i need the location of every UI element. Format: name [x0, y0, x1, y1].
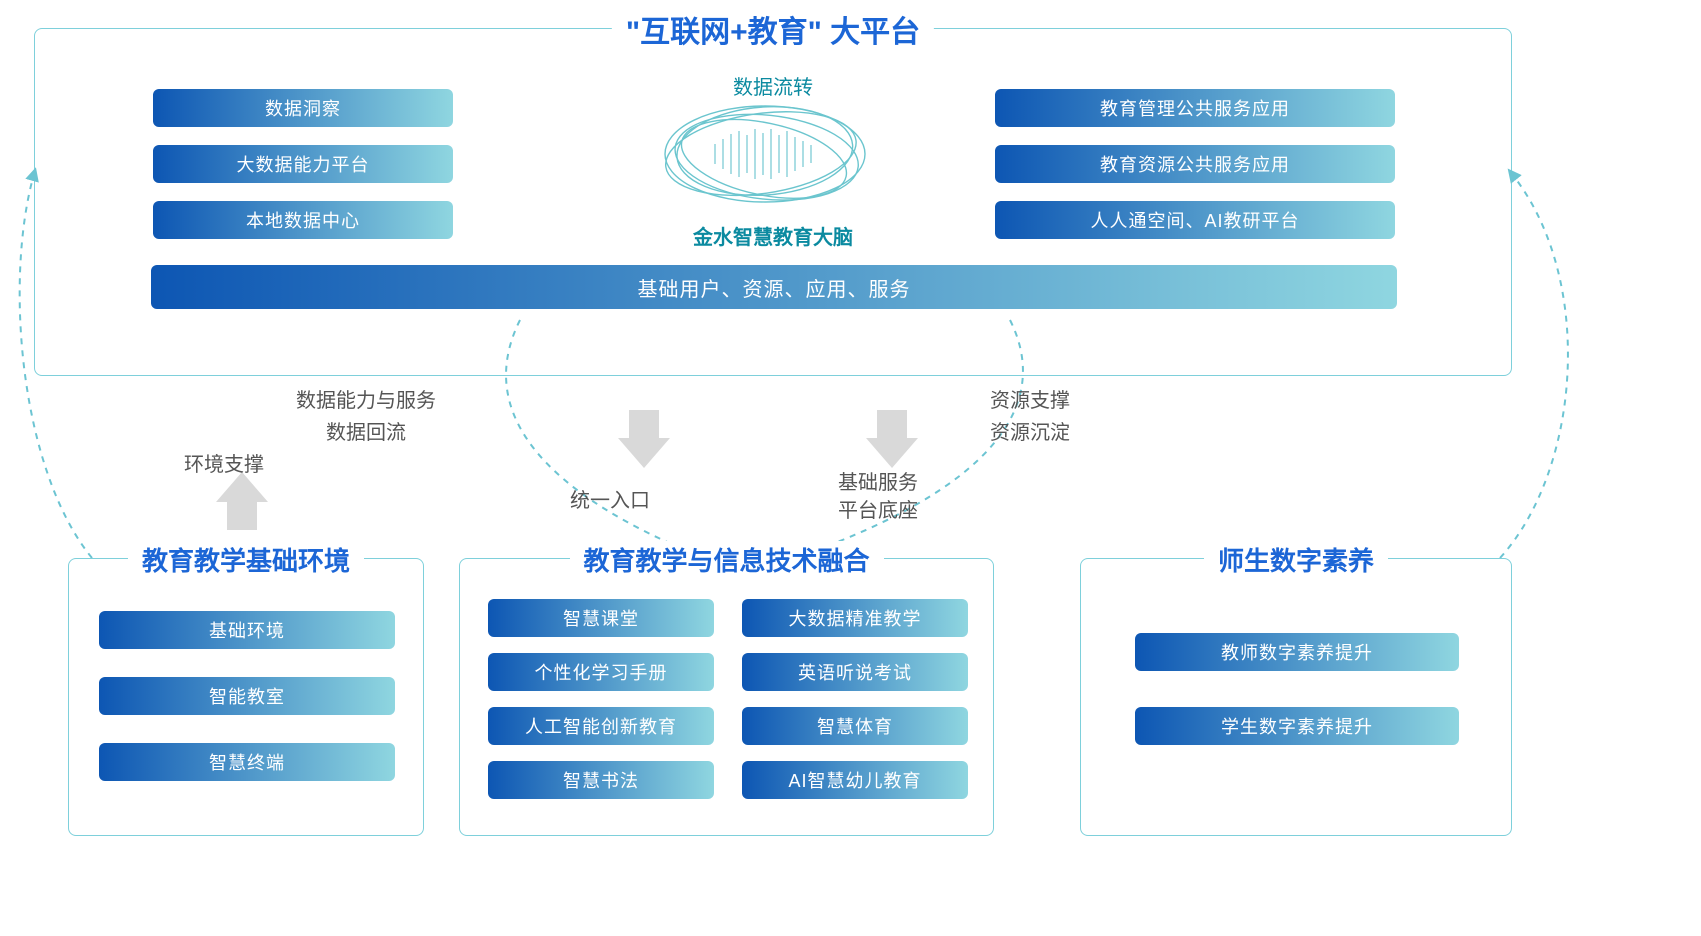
pill-top-left-1: 大数据能力平台 [153, 145, 453, 183]
pill-bl-0: 基础环境 [99, 611, 395, 649]
pill-top-left-0: 数据洞察 [153, 89, 453, 127]
panel-bottom-mid: 教育教学与信息技术融合 智慧课堂 个性化学习手册 人工智能创新教育 智慧书法 大… [459, 558, 994, 836]
note-col3-l1: 基础服务 [838, 466, 918, 495]
panel-top: "互联网+教育" 大平台 数据洞察 大数据能力平台 本地数据中心 教育管理公共服… [34, 28, 1512, 376]
note-env: 环境支撑 [184, 448, 264, 477]
note-col1-l1: 数据能力与服务 [296, 384, 436, 413]
bar-foundation: 基础用户、资源、应用、服务 [151, 265, 1397, 309]
label-data-flow: 数据流转 [733, 71, 813, 100]
note-right-l2: 资源沉淀 [990, 416, 1070, 445]
pill-br-0: 教师数字素养提升 [1135, 633, 1459, 671]
pill-bm-r-3: AI智慧幼儿教育 [742, 761, 968, 799]
title-bottom-left: 教育教学基础环境 [128, 541, 364, 578]
pill-bm-l-2: 人工智能创新教育 [488, 707, 714, 745]
pill-top-right-0: 教育管理公共服务应用 [995, 89, 1395, 127]
pill-br-1: 学生数字素养提升 [1135, 707, 1459, 745]
pill-bm-l-3: 智慧书法 [488, 761, 714, 799]
pill-top-left-2: 本地数据中心 [153, 201, 453, 239]
arrow-mid-1 [618, 438, 670, 468]
pill-bm-r-0: 大数据精准教学 [742, 599, 968, 637]
note-col1-l2: 数据回流 [326, 416, 406, 445]
pill-top-right-2: 人人通空间、AI教研平台 [995, 201, 1395, 239]
label-brain: 金水智慧教育大脑 [693, 221, 853, 250]
pill-bm-r-2: 智慧体育 [742, 707, 968, 745]
pill-bl-1: 智能教室 [99, 677, 395, 715]
panel-bottom-right: 师生数字素养 教师数字素养提升 学生数字素养提升 [1080, 558, 1512, 836]
title-top: "互联网+教育" 大平台 [612, 7, 934, 51]
note-col2: 统一入口 [570, 484, 650, 513]
title-bottom-right: 师生数字素养 [1204, 541, 1388, 578]
note-col3-l2: 平台底座 [838, 494, 918, 523]
pill-bm-l-0: 智慧课堂 [488, 599, 714, 637]
panel-bottom-left: 教育教学基础环境 基础环境 智能教室 智慧终端 [68, 558, 424, 836]
pill-bm-r-1: 英语听说考试 [742, 653, 968, 691]
note-right-l1: 资源支撑 [990, 384, 1070, 413]
title-bottom-mid: 教育教学与信息技术融合 [569, 541, 883, 578]
pill-bl-2: 智慧终端 [99, 743, 395, 781]
pill-top-right-1: 教育资源公共服务应用 [995, 145, 1395, 183]
brain-icon [635, 99, 895, 219]
pill-bm-l-1: 个性化学习手册 [488, 653, 714, 691]
arrow-mid-2 [866, 438, 918, 468]
